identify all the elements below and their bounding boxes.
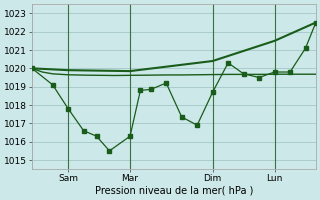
X-axis label: Pression niveau de la mer( hPa ): Pression niveau de la mer( hPa ) [95, 186, 253, 196]
